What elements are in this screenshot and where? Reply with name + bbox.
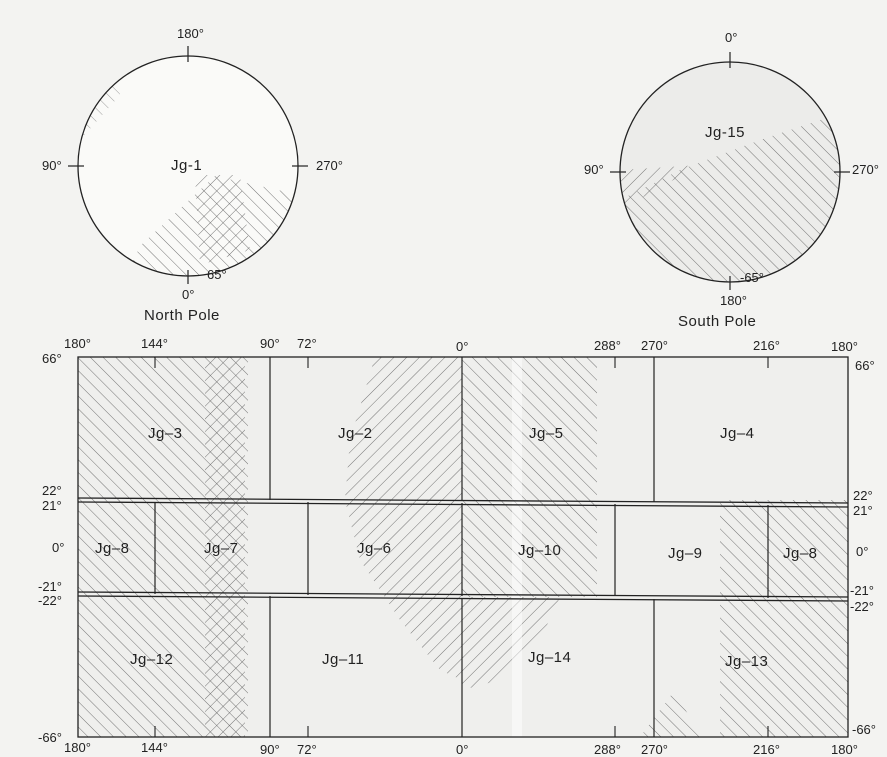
lat-label-left-lower-north: -21°: [38, 579, 62, 594]
lon-label-bottom-8: 180°: [831, 742, 858, 757]
south-pole-map: [610, 52, 850, 290]
north-pole-lat-boundary: 65°: [207, 267, 227, 282]
quadrangle-jg-3: Jg–3: [148, 425, 183, 442]
lon-label-bottom-0: 180°: [64, 740, 91, 755]
quadrangle-jg-14: Jg–14: [528, 649, 572, 666]
lat-label-right-top: 66°: [855, 358, 875, 373]
south-pole-lon-bottom: 180°: [720, 293, 747, 308]
lat-label-left-bottom: -66°: [38, 730, 62, 745]
north-pole-lon-right: 270°: [316, 158, 343, 173]
quadrangle-jg-8-right: Jg–8: [783, 545, 818, 562]
north-pole-lon-left: 90°: [42, 158, 62, 173]
lat-label-right-equator: 0°: [856, 544, 869, 559]
lon-label-bottom-4: 0°: [456, 742, 469, 757]
quadrangle-jg-13: Jg–13: [725, 653, 769, 670]
quadrangle-jg-6: Jg–6: [357, 540, 392, 557]
quadrangle-jg-8-left: Jg–8: [95, 540, 130, 557]
quadrangle-jg-4: Jg–4: [720, 425, 755, 442]
quadrangle-jg-11: Jg–11: [322, 651, 365, 668]
lat-label-right-bottom: -66°: [852, 722, 876, 737]
lat-label-left-top: 66°: [42, 351, 62, 366]
lat-label-left-upper-south: 21°: [42, 498, 62, 513]
lon-label-top-8: 180°: [831, 339, 858, 354]
south-pole-lon-right: 270°: [852, 162, 879, 177]
quadrangle-jg-5: Jg–5: [529, 425, 564, 442]
lat-label-left-upper-north: 22°: [42, 483, 62, 498]
lat-label-right-lower-south: -22°: [850, 599, 874, 614]
north-pole-lon-bottom: 0°: [182, 287, 195, 302]
lon-label-bottom-1: 144°: [141, 740, 168, 755]
quadrangle-jg-15: Jg-15: [705, 124, 746, 141]
lon-label-top-5: 288°: [594, 338, 621, 353]
south-pole-lon-left: 90°: [584, 162, 604, 177]
quadrangle-jg-9: Jg–9: [668, 545, 703, 562]
quadrangle-jg-7: Jg–7: [204, 540, 239, 557]
north-pole-lon-top: 180°: [177, 26, 204, 41]
south-pole-caption: South Pole: [678, 313, 757, 330]
lon-label-bottom-3: 72°: [297, 742, 317, 757]
lon-label-top-0: 180°: [64, 336, 91, 351]
quadrangle-jg-12: Jg–12: [130, 651, 174, 668]
south-pole-lat-boundary: -65°: [740, 270, 764, 285]
lon-label-bottom-6: 270°: [641, 742, 668, 757]
lon-label-bottom-5: 288°: [594, 742, 621, 757]
lon-label-top-3: 72°: [297, 336, 317, 351]
lon-label-bottom-7: 216°: [753, 742, 780, 757]
lon-label-top-6: 270°: [641, 338, 668, 353]
quadrangle-jg-10: Jg–10: [518, 542, 562, 559]
lon-label-top-4: 0°: [456, 339, 469, 354]
south-pole-lon-top: 0°: [725, 30, 738, 45]
lat-label-left-lower-south: -22°: [38, 593, 62, 608]
lon-label-bottom-2: 90°: [260, 742, 280, 757]
equatorial-map: [77, 356, 849, 738]
lat-label-left-equator: 0°: [52, 540, 65, 555]
lon-label-top-1: 144°: [141, 336, 168, 351]
lat-label-right-upper-north: 22°: [853, 488, 873, 503]
quadrangle-jg-1: Jg-1: [171, 157, 203, 174]
lat-label-right-lower-north: -21°: [850, 583, 874, 598]
quadrangle-jg-2: Jg–2: [338, 425, 373, 442]
north-pole-caption: North Pole: [144, 307, 220, 324]
lat-label-right-upper-south: 21°: [853, 503, 873, 518]
lon-label-top-7: 216°: [753, 338, 780, 353]
lon-label-top-2: 90°: [260, 336, 280, 351]
